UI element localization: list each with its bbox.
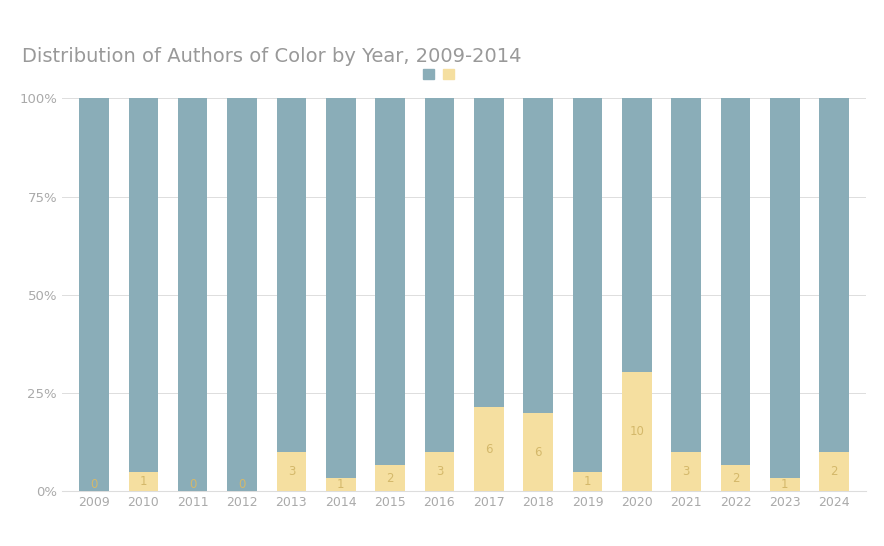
Bar	[819, 98, 849, 452]
Bar	[671, 452, 701, 491]
Bar	[178, 98, 208, 491]
Bar	[474, 98, 504, 407]
Legend: , : ,	[423, 68, 457, 82]
Text: 3: 3	[287, 465, 295, 478]
Bar	[326, 478, 355, 491]
Bar	[227, 98, 257, 491]
Text: 2: 2	[386, 472, 393, 485]
Bar	[622, 98, 652, 372]
Text: 2: 2	[732, 472, 739, 485]
Text: 1: 1	[781, 478, 789, 491]
Bar	[622, 372, 652, 491]
Text: 1: 1	[583, 475, 591, 488]
Text: Distribution of Authors of Color by Year, 2009-2014: Distribution of Authors of Color by Year…	[22, 47, 522, 66]
Text: 6: 6	[535, 446, 542, 459]
Bar	[376, 98, 405, 465]
Bar	[277, 452, 306, 491]
Bar	[128, 472, 158, 491]
Text: 2: 2	[830, 465, 838, 478]
Bar	[720, 465, 751, 491]
Bar	[326, 98, 355, 478]
Bar	[523, 98, 552, 413]
Bar	[277, 98, 306, 452]
Bar	[720, 98, 751, 465]
Text: 6: 6	[485, 443, 492, 456]
Text: 0: 0	[90, 478, 97, 491]
Text: 1: 1	[140, 475, 147, 488]
Bar	[474, 407, 504, 491]
Bar	[80, 98, 109, 491]
Text: 0: 0	[189, 478, 196, 491]
Bar	[573, 98, 602, 472]
Text: 3: 3	[682, 465, 690, 478]
Bar	[770, 98, 800, 478]
Bar	[573, 472, 602, 491]
Bar	[671, 98, 701, 452]
Bar	[424, 98, 454, 452]
Bar	[819, 452, 849, 491]
Text: 0: 0	[239, 478, 246, 491]
Bar	[376, 465, 405, 491]
Text: 1: 1	[337, 478, 345, 491]
Bar	[424, 452, 454, 491]
Text: 10: 10	[629, 425, 644, 438]
Bar	[128, 98, 158, 472]
Bar	[523, 413, 552, 491]
Bar	[770, 478, 800, 491]
Text: 3: 3	[436, 465, 443, 478]
